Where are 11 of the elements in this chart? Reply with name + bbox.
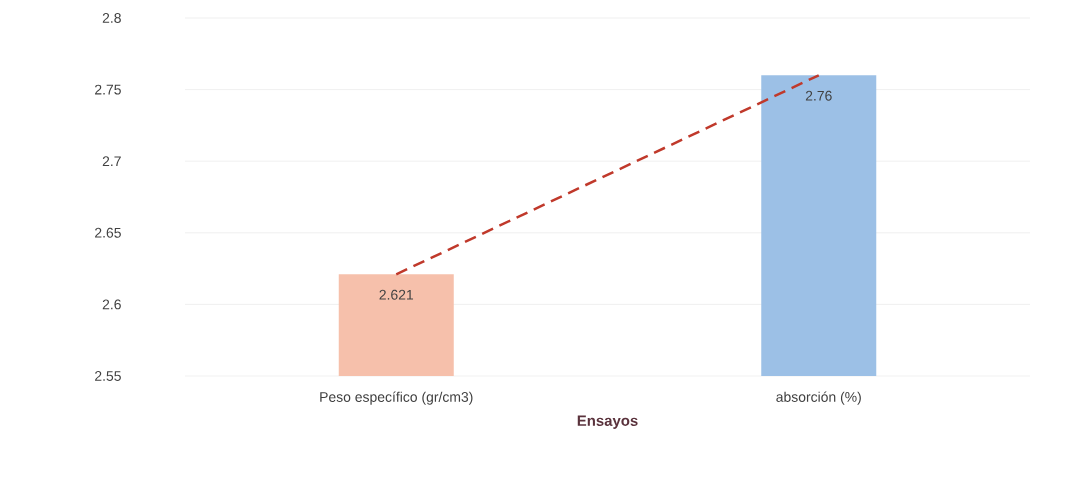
y-tick-label: 2.8 <box>102 13 121 23</box>
y-tick-label: 2.6 <box>102 299 121 310</box>
y-tick-label: 2.75 <box>95 84 121 95</box>
data-label: 2.76 <box>805 90 832 101</box>
data-label: 2.621 <box>379 289 414 300</box>
x-axis-title: Ensayos <box>577 415 638 429</box>
x-tick-label: absorción (%) <box>776 391 861 405</box>
x-tick-label: Peso específico (gr/cm3) <box>320 391 473 405</box>
y-tick-label: 2.7 <box>102 156 121 167</box>
y-tick-label: 2.55 <box>95 371 121 381</box>
y-tick-label: 2.65 <box>95 227 121 238</box>
